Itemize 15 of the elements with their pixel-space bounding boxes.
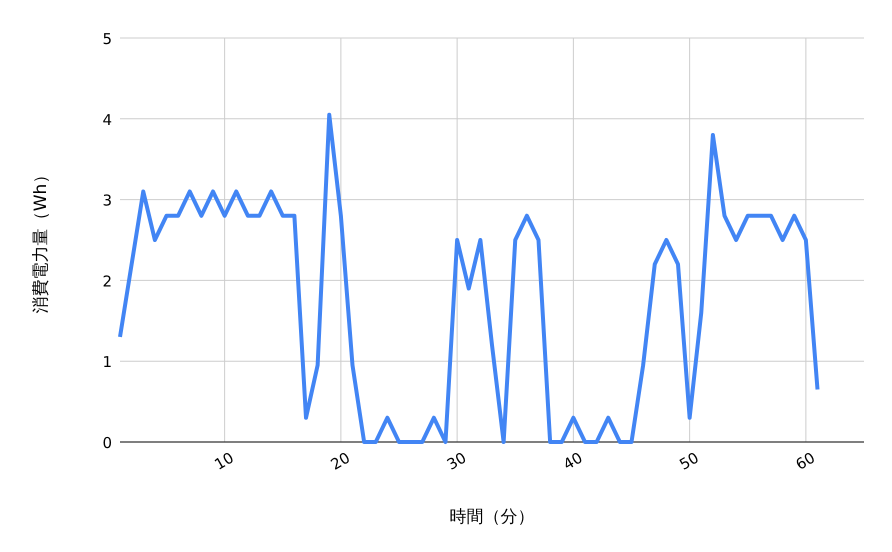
x-tick-label: 40 — [560, 448, 586, 474]
x-axis-title: 時間（分） — [450, 507, 534, 527]
y-tick-label: 1 — [102, 353, 112, 372]
y-axis-title: 消費電力量（Wh） — [31, 166, 51, 314]
y-tick-label: 0 — [102, 434, 112, 452]
y-tick-label: 3 — [102, 192, 112, 210]
x-tick-label: 60 — [792, 448, 818, 474]
y-tick-label: 5 — [102, 30, 112, 48]
x-tick-label: 50 — [676, 448, 702, 474]
x-tick-label: 10 — [211, 448, 237, 474]
line-series — [118, 112, 820, 444]
y-tick-label: 4 — [102, 110, 112, 129]
x-tick-label: 30 — [444, 448, 470, 474]
x-tick-label: 20 — [328, 448, 354, 474]
y-tick-label: 2 — [102, 272, 112, 290]
